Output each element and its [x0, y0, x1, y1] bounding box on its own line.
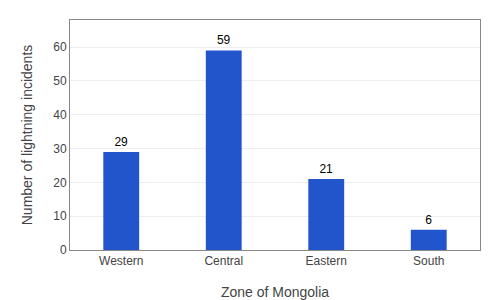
svg-text:Eastern: Eastern — [306, 254, 347, 268]
svg-text:0: 0 — [60, 243, 67, 257]
svg-text:21: 21 — [319, 162, 333, 176]
svg-text:20: 20 — [53, 176, 67, 190]
svg-text:50: 50 — [53, 74, 67, 88]
svg-text:Number of lightning incidents: Number of lightning incidents — [19, 45, 35, 226]
svg-text:Central: Central — [204, 254, 243, 268]
svg-text:59: 59 — [217, 33, 231, 47]
svg-text:29: 29 — [114, 135, 128, 149]
svg-text:South: South — [413, 254, 444, 268]
svg-text:60: 60 — [53, 40, 67, 54]
svg-text:Western: Western — [99, 254, 143, 268]
svg-text:10: 10 — [53, 209, 67, 223]
svg-text:6: 6 — [425, 213, 432, 227]
svg-text:30: 30 — [53, 142, 67, 156]
svg-text:40: 40 — [53, 108, 67, 122]
svg-text:Zone of Mongolia: Zone of Mongolia — [221, 284, 329, 300]
